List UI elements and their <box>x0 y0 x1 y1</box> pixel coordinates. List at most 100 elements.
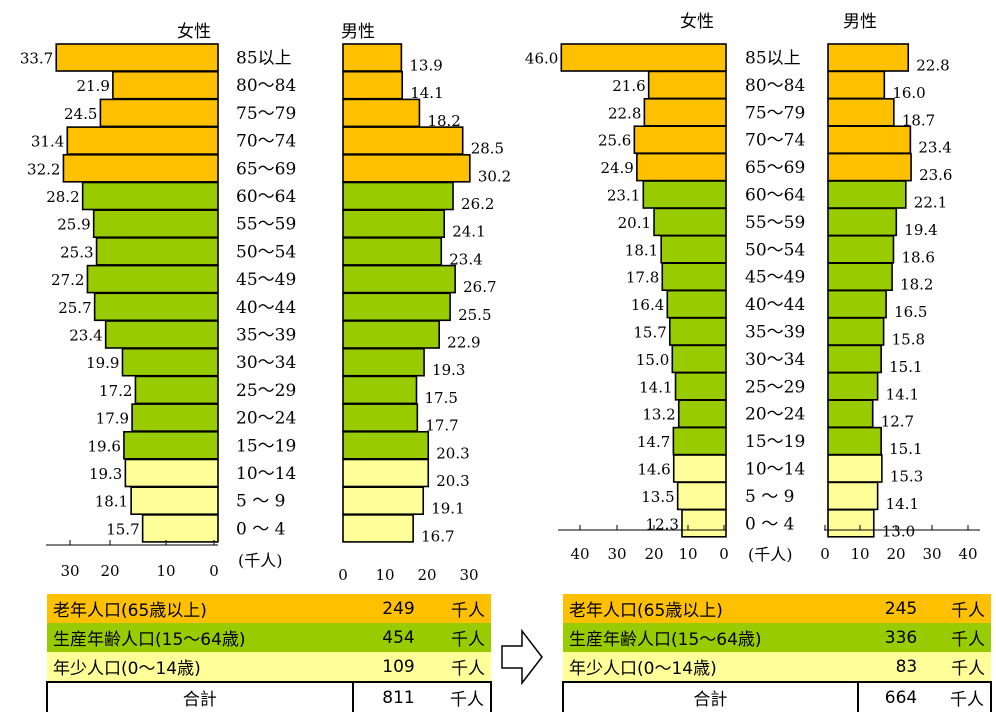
age-group-label: 10～14 <box>236 464 296 484</box>
age-group-label: 35～39 <box>236 326 296 346</box>
female-value-label: 22.8 <box>608 104 641 122</box>
summary-unit: 千人 <box>451 659 485 679</box>
male-tick-label: 10 <box>375 566 394 584</box>
male-bar <box>342 403 419 432</box>
summary-value: 454 <box>382 627 415 648</box>
summary-row-young: 年少人口(0～14歳) 83 千人 <box>563 652 991 682</box>
male-tick-label: 10 <box>850 545 869 563</box>
female-bar <box>636 152 727 182</box>
male-value-label: 12.7 <box>881 413 914 431</box>
female-bar <box>99 98 219 128</box>
female-value-label: 27.2 <box>51 271 84 289</box>
male-bar <box>342 458 430 488</box>
male-bar <box>342 320 440 349</box>
age-group-label: 85以上 <box>236 49 292 69</box>
summary-total-label: 合計 <box>562 681 859 712</box>
male-value-label: 18.2 <box>427 112 460 130</box>
female-value-label: 17.9 <box>96 410 129 428</box>
female-bar <box>671 344 727 374</box>
male-value-label: 24.1 <box>452 223 485 241</box>
male-bar <box>827 43 910 72</box>
male-bar <box>342 264 456 294</box>
summary-unit: 千人 <box>951 601 985 621</box>
female-value-label: 20.1 <box>618 214 651 232</box>
age-group-label: 35～39 <box>745 323 805 343</box>
age-group-label: 80～84 <box>236 76 296 96</box>
female-value-label: 13.2 <box>642 406 675 424</box>
female-tick-label: 30 <box>60 562 79 580</box>
female-bar <box>560 43 727 72</box>
male-value-label: 17.5 <box>425 389 458 407</box>
male-value-label: 22.9 <box>447 334 480 352</box>
summary-total-label: 合計 <box>46 681 354 712</box>
female-bar <box>676 481 727 511</box>
age-group-label: 65～69 <box>745 158 805 178</box>
male-value-label: 13.0 <box>882 522 915 540</box>
female-value-label: 21.9 <box>76 77 109 95</box>
summary-value: 245 <box>884 598 918 619</box>
female-value-label: 19.3 <box>89 465 122 483</box>
summary-total-unit: 千人 <box>420 681 493 712</box>
female-value-label: 33.7 <box>20 50 53 68</box>
age-group-label: 10～14 <box>745 460 805 480</box>
female-bar <box>666 289 727 319</box>
age-group-label: 45～49 <box>745 268 805 288</box>
female-bar <box>104 320 219 349</box>
female-value-label: 15.7 <box>106 520 139 538</box>
summary-value: 249 <box>382 598 415 619</box>
male-bar <box>342 181 454 211</box>
male-bar <box>342 43 403 72</box>
summary-row-young: 年少人口(0～14歳) 109 千人 <box>47 652 491 682</box>
male-bar <box>827 70 886 100</box>
female-bar <box>647 70 727 100</box>
summary-label: 老年人口(65歳以上) <box>53 601 207 621</box>
summary-row-old: 老年人口(65歳以上) 249 千人 <box>47 594 491 623</box>
male-bar <box>342 98 421 128</box>
summary-total-unit: 千人 <box>923 681 992 712</box>
female-value-label: 25.7 <box>58 299 91 317</box>
female-bar <box>93 292 219 322</box>
female-value-label: 18.1 <box>625 241 658 259</box>
age-group-label: 45～49 <box>236 270 296 290</box>
female-bar <box>62 154 219 183</box>
female-value-label: 21.6 <box>612 77 645 95</box>
female-value-label: 25.3 <box>60 243 93 261</box>
male-value-label: 18.2 <box>900 276 933 294</box>
male-value-label: 14.1 <box>410 84 443 102</box>
female-bar <box>643 98 727 127</box>
male-value-label: 16.5 <box>894 303 927 321</box>
female-bar <box>672 426 727 456</box>
summary-value: 336 <box>884 627 918 648</box>
female-bar <box>123 430 219 460</box>
male-value-label: 15.3 <box>890 468 923 486</box>
male-tick-label: 0 <box>820 545 830 563</box>
age-group-label: 80～84 <box>745 76 805 96</box>
male-bar <box>342 237 443 266</box>
male-value-label: 30.2 <box>478 167 511 185</box>
age-group-label: 75～79 <box>236 104 296 124</box>
female-bar <box>86 264 219 294</box>
male-value-label: 23.6 <box>919 166 952 184</box>
right-arrow-icon <box>501 628 543 686</box>
female-value-label: 17.2 <box>99 382 132 400</box>
female-bar <box>66 126 219 155</box>
age-group-label: 20～24 <box>745 405 805 425</box>
female-value-label: 18.1 <box>95 493 128 511</box>
male-bar <box>827 344 882 374</box>
female-tick-label: 20 <box>100 562 119 580</box>
male-value-label: 19.1 <box>431 500 464 518</box>
male-value-label: 18.6 <box>901 248 934 266</box>
female-bar <box>653 207 727 237</box>
female-bar <box>131 403 219 432</box>
age-group-label: 30～34 <box>236 353 296 373</box>
female-bar <box>130 486 219 516</box>
age-group-label: 70～74 <box>236 132 296 152</box>
male-value-label: 14.1 <box>886 495 919 513</box>
female-value-label: 19.6 <box>88 437 121 455</box>
female-bar <box>121 347 219 377</box>
male-bar <box>342 154 471 183</box>
female-bar <box>660 235 727 264</box>
male-value-label: 15.8 <box>892 331 925 349</box>
male-bar <box>342 209 446 238</box>
